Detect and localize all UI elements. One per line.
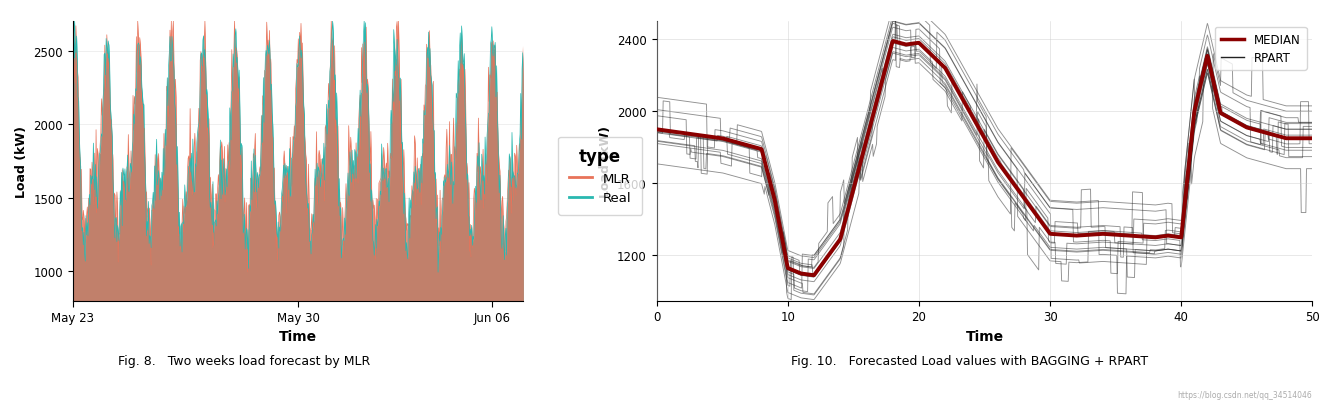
- Legend: MLR, Real: MLR, Real: [558, 138, 642, 215]
- X-axis label: Time: Time: [278, 330, 317, 344]
- Y-axis label: Load (kW): Load (kW): [599, 126, 612, 197]
- Text: Fig. 8.   Two weeks load forecast by MLR: Fig. 8. Two weeks load forecast by MLR: [117, 354, 371, 367]
- Legend: MEDIAN, RPART: MEDIAN, RPART: [1215, 28, 1307, 70]
- Text: Fig. 10.   Forecasted Load values with BAGGING + RPART: Fig. 10. Forecasted Load values with BAG…: [791, 354, 1148, 367]
- X-axis label: Time: Time: [966, 329, 1004, 343]
- Text: https://blog.csdn.net/qq_34514046: https://blog.csdn.net/qq_34514046: [1178, 390, 1312, 399]
- Y-axis label: Load (kW): Load (kW): [15, 126, 28, 197]
